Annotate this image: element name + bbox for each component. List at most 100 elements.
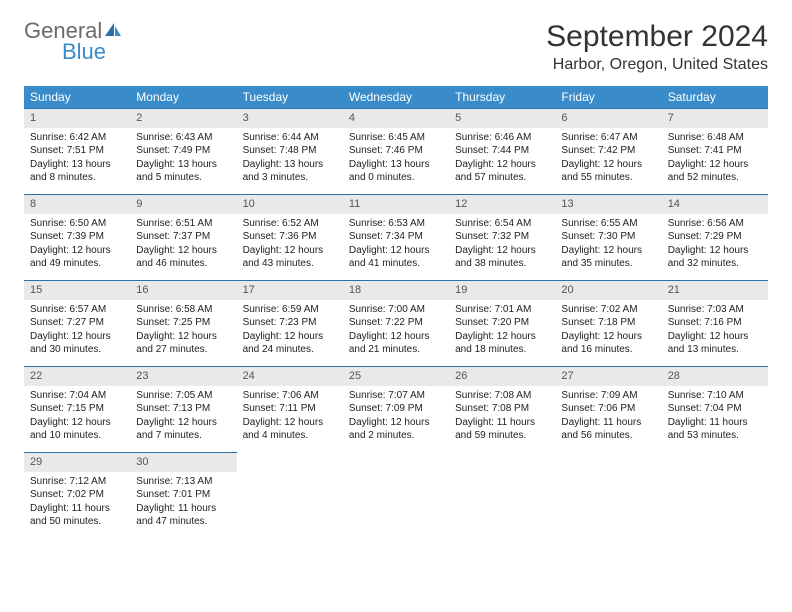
day-number: 9 [130, 194, 236, 214]
sunset-text: Sunset: 7:27 PM [30, 316, 124, 330]
day-body: Sunrise: 7:01 AMSunset: 7:20 PMDaylight:… [449, 300, 555, 363]
sunrise-text: Sunrise: 7:01 AM [455, 303, 549, 317]
sunset-text: Sunset: 7:09 PM [349, 402, 443, 416]
daylight-text: Daylight: 12 hours and 24 minutes. [243, 330, 337, 357]
daylight-text: Daylight: 12 hours and 7 minutes. [136, 416, 230, 443]
day-body: Sunrise: 6:54 AMSunset: 7:32 PMDaylight:… [449, 214, 555, 277]
sunset-text: Sunset: 7:36 PM [243, 230, 337, 244]
day-number: 11 [343, 194, 449, 214]
daylight-text: Daylight: 12 hours and 13 minutes. [668, 330, 762, 357]
day-body: Sunrise: 6:59 AMSunset: 7:23 PMDaylight:… [237, 300, 343, 363]
day-body: Sunrise: 6:47 AMSunset: 7:42 PMDaylight:… [555, 128, 661, 191]
day-number: 28 [662, 366, 768, 386]
calendar-row: 29Sunrise: 7:12 AMSunset: 7:02 PMDayligh… [24, 452, 768, 538]
sunrise-text: Sunrise: 7:07 AM [349, 389, 443, 403]
day-number: 4 [343, 108, 449, 128]
calendar-cell: 23Sunrise: 7:05 AMSunset: 7:13 PMDayligh… [130, 366, 236, 452]
sunrise-text: Sunrise: 6:55 AM [561, 217, 655, 231]
calendar-cell: 14Sunrise: 6:56 AMSunset: 7:29 PMDayligh… [662, 194, 768, 280]
title-block: September 2024 Harbor, Oregon, United St… [546, 20, 768, 74]
calendar-cell: 1Sunrise: 6:42 AMSunset: 7:51 PMDaylight… [24, 108, 130, 194]
day-number: 27 [555, 366, 661, 386]
sunset-text: Sunset: 7:02 PM [30, 488, 124, 502]
day-body: Sunrise: 6:52 AMSunset: 7:36 PMDaylight:… [237, 214, 343, 277]
calendar-cell [343, 452, 449, 538]
day-number: 17 [237, 280, 343, 300]
calendar-cell [555, 452, 661, 538]
sunrise-text: Sunrise: 6:43 AM [136, 131, 230, 145]
day-number: 22 [24, 366, 130, 386]
calendar-cell: 20Sunrise: 7:02 AMSunset: 7:18 PMDayligh… [555, 280, 661, 366]
daylight-text: Daylight: 12 hours and 46 minutes. [136, 244, 230, 271]
calendar-cell: 22Sunrise: 7:04 AMSunset: 7:15 PMDayligh… [24, 366, 130, 452]
daylight-text: Daylight: 12 hours and 18 minutes. [455, 330, 549, 357]
day-number: 16 [130, 280, 236, 300]
daylight-text: Daylight: 12 hours and 55 minutes. [561, 158, 655, 185]
calendar-cell: 5Sunrise: 6:46 AMSunset: 7:44 PMDaylight… [449, 108, 555, 194]
calendar-cell: 21Sunrise: 7:03 AMSunset: 7:16 PMDayligh… [662, 280, 768, 366]
day-body: Sunrise: 6:50 AMSunset: 7:39 PMDaylight:… [24, 214, 130, 277]
calendar-cell [237, 452, 343, 538]
daylight-text: Daylight: 12 hours and 10 minutes. [30, 416, 124, 443]
day-body: Sunrise: 7:05 AMSunset: 7:13 PMDaylight:… [130, 386, 236, 449]
weekday-header: Monday [130, 86, 236, 108]
day-body: Sunrise: 7:12 AMSunset: 7:02 PMDaylight:… [24, 472, 130, 535]
day-number: 7 [662, 108, 768, 128]
sunrise-text: Sunrise: 6:45 AM [349, 131, 443, 145]
sunrise-text: Sunrise: 7:12 AM [30, 475, 124, 489]
logo-sail-icon [104, 22, 122, 42]
sunrise-text: Sunrise: 6:59 AM [243, 303, 337, 317]
calendar-cell: 2Sunrise: 6:43 AMSunset: 7:49 PMDaylight… [130, 108, 236, 194]
calendar-cell: 15Sunrise: 6:57 AMSunset: 7:27 PMDayligh… [24, 280, 130, 366]
weekday-header-row: Sunday Monday Tuesday Wednesday Thursday… [24, 86, 768, 108]
calendar-cell: 30Sunrise: 7:13 AMSunset: 7:01 PMDayligh… [130, 452, 236, 538]
sunrise-text: Sunrise: 7:08 AM [455, 389, 549, 403]
sunrise-text: Sunrise: 6:54 AM [455, 217, 549, 231]
day-number: 24 [237, 366, 343, 386]
sunrise-text: Sunrise: 6:42 AM [30, 131, 124, 145]
daylight-text: Daylight: 12 hours and 27 minutes. [136, 330, 230, 357]
day-body: Sunrise: 6:45 AMSunset: 7:46 PMDaylight:… [343, 128, 449, 191]
calendar-cell: 9Sunrise: 6:51 AMSunset: 7:37 PMDaylight… [130, 194, 236, 280]
header: General Blue September 2024 Harbor, Oreg… [24, 20, 768, 74]
day-number: 6 [555, 108, 661, 128]
weekday-header: Friday [555, 86, 661, 108]
day-number: 29 [24, 452, 130, 472]
calendar-row: 1Sunrise: 6:42 AMSunset: 7:51 PMDaylight… [24, 108, 768, 194]
sunset-text: Sunset: 7:37 PM [136, 230, 230, 244]
day-body: Sunrise: 6:46 AMSunset: 7:44 PMDaylight:… [449, 128, 555, 191]
sunrise-text: Sunrise: 6:50 AM [30, 217, 124, 231]
day-body: Sunrise: 7:02 AMSunset: 7:18 PMDaylight:… [555, 300, 661, 363]
sunset-text: Sunset: 7:06 PM [561, 402, 655, 416]
daylight-text: Daylight: 13 hours and 0 minutes. [349, 158, 443, 185]
sunset-text: Sunset: 7:20 PM [455, 316, 549, 330]
day-body: Sunrise: 6:58 AMSunset: 7:25 PMDaylight:… [130, 300, 236, 363]
weekday-header: Wednesday [343, 86, 449, 108]
sunset-text: Sunset: 7:29 PM [668, 230, 762, 244]
calendar-cell: 6Sunrise: 6:47 AMSunset: 7:42 PMDaylight… [555, 108, 661, 194]
calendar-cell: 19Sunrise: 7:01 AMSunset: 7:20 PMDayligh… [449, 280, 555, 366]
calendar-cell: 25Sunrise: 7:07 AMSunset: 7:09 PMDayligh… [343, 366, 449, 452]
sunset-text: Sunset: 7:04 PM [668, 402, 762, 416]
sunrise-text: Sunrise: 7:09 AM [561, 389, 655, 403]
sunset-text: Sunset: 7:49 PM [136, 144, 230, 158]
day-number: 18 [343, 280, 449, 300]
calendar-table: Sunday Monday Tuesday Wednesday Thursday… [24, 86, 768, 538]
calendar-cell: 8Sunrise: 6:50 AMSunset: 7:39 PMDaylight… [24, 194, 130, 280]
day-number: 1 [24, 108, 130, 128]
calendar-cell: 12Sunrise: 6:54 AMSunset: 7:32 PMDayligh… [449, 194, 555, 280]
day-body: Sunrise: 6:51 AMSunset: 7:37 PMDaylight:… [130, 214, 236, 277]
daylight-text: Daylight: 12 hours and 43 minutes. [243, 244, 337, 271]
calendar-cell: 3Sunrise: 6:44 AMSunset: 7:48 PMDaylight… [237, 108, 343, 194]
daylight-text: Daylight: 12 hours and 16 minutes. [561, 330, 655, 357]
day-number: 30 [130, 452, 236, 472]
daylight-text: Daylight: 12 hours and 32 minutes. [668, 244, 762, 271]
sunrise-text: Sunrise: 6:52 AM [243, 217, 337, 231]
sunrise-text: Sunrise: 7:06 AM [243, 389, 337, 403]
day-number: 19 [449, 280, 555, 300]
day-number: 10 [237, 194, 343, 214]
day-body: Sunrise: 6:48 AMSunset: 7:41 PMDaylight:… [662, 128, 768, 191]
day-body: Sunrise: 7:03 AMSunset: 7:16 PMDaylight:… [662, 300, 768, 363]
sunset-text: Sunset: 7:39 PM [30, 230, 124, 244]
sunrise-text: Sunrise: 6:53 AM [349, 217, 443, 231]
